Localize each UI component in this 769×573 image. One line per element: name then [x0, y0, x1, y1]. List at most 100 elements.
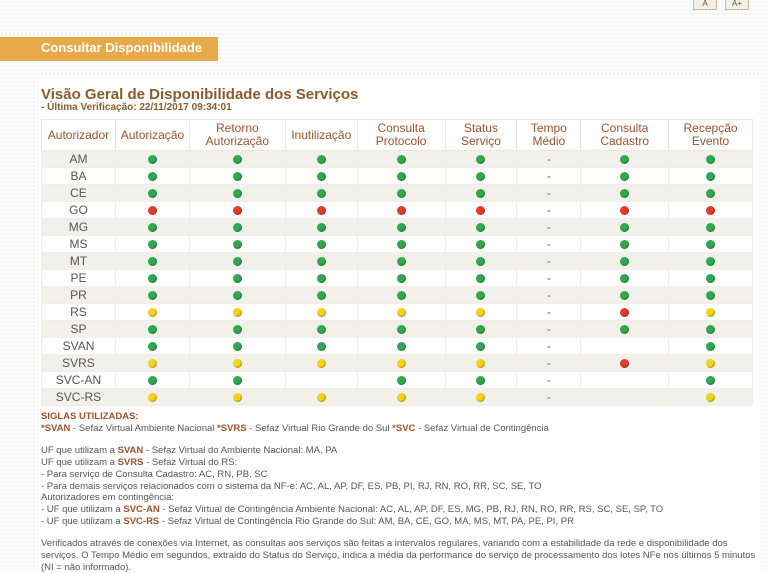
status-cell: [188, 371, 286, 389]
green-status-icon: [147, 342, 157, 352]
autorizador-cell: SP: [41, 320, 116, 338]
status-cell: -: [516, 235, 582, 253]
status-cell: [444, 337, 518, 355]
green-status-icon: [147, 274, 157, 284]
status-cell: -: [516, 371, 582, 389]
svrs-code: SVRS: [117, 457, 144, 469]
tempo-medio-value: -: [546, 271, 551, 285]
tempo-medio-value: -: [546, 305, 551, 319]
svrs-line: UF que utilizam a SVRS - Sefaz Virtual d…: [41, 457, 761, 469]
status-cell: [188, 235, 286, 253]
sigla-code: *SVRS: [217, 422, 247, 434]
svcrs-code: SVC-RS: [123, 515, 160, 527]
col-header: Tempo Médio: [516, 119, 582, 151]
green-status-icon: [476, 223, 486, 233]
green-status-icon: [232, 189, 242, 199]
status-cell: [668, 218, 753, 236]
status-cell: [444, 184, 518, 202]
section-title-bar: Consultar Disponibilidade: [0, 37, 218, 59]
section-underline: [0, 59, 218, 61]
status-cell: [356, 235, 446, 253]
yellow-status-icon: [476, 359, 486, 369]
font-increase-button[interactable]: A+: [725, 0, 749, 10]
svcan-prefix: - UF que utilizam a: [41, 503, 124, 515]
green-status-icon: [476, 342, 486, 352]
red-status-icon: [232, 206, 242, 216]
svcrs-line: - UF que utilizam a SVC-RS - Sefaz Virtu…: [41, 516, 761, 528]
yellow-status-icon: [316, 308, 326, 318]
status-cell: [284, 150, 358, 168]
green-status-icon: [620, 189, 630, 199]
status-cell: [444, 388, 518, 406]
yellow-status-icon: [316, 359, 326, 369]
autorizador-cell: MS: [41, 235, 116, 253]
status-cell: [444, 320, 518, 338]
tempo-medio-value: -: [546, 152, 551, 166]
green-status-icon: [476, 376, 486, 386]
status-cell: -: [516, 303, 582, 321]
green-status-icon: [147, 325, 157, 335]
font-decrease-button[interactable]: A: [693, 0, 717, 10]
status-cell: [114, 218, 190, 236]
autorizador-cell: PR: [41, 286, 116, 304]
status-cell: [284, 303, 358, 321]
status-cell: [114, 252, 190, 270]
col-header: Recepção Evento: [668, 119, 753, 151]
table-row: CE -: [41, 184, 753, 202]
yellow-status-icon: [316, 393, 326, 403]
status-cell: [356, 184, 446, 202]
green-status-icon: [232, 274, 242, 284]
status-cell: [284, 167, 358, 185]
status-cell: [580, 269, 670, 287]
yellow-status-icon: [147, 359, 157, 369]
tempo-medio-value: -: [546, 288, 551, 302]
green-status-icon: [476, 172, 486, 182]
status-cell: [284, 235, 358, 253]
tempo-medio-value: -: [546, 373, 551, 387]
status-cell: [356, 218, 446, 236]
table-row: BA -: [41, 167, 753, 185]
green-status-icon: [476, 155, 486, 165]
green-status-icon: [476, 274, 486, 284]
status-cell: -: [516, 337, 582, 355]
status-cell: [444, 286, 518, 304]
green-status-icon: [706, 257, 716, 267]
yellow-status-icon: [396, 393, 406, 403]
green-status-icon: [316, 257, 326, 267]
status-cell: [188, 184, 286, 202]
green-status-icon: [232, 325, 242, 335]
col-header: Consulta Cadastro: [580, 119, 670, 151]
svan-line: UF que utilizam a SVAN - Sefaz Virtual d…: [41, 445, 761, 457]
status-cell: [580, 286, 670, 304]
status-cell: [668, 269, 753, 287]
green-status-icon: [476, 240, 486, 250]
status-cell: [580, 252, 670, 270]
status-cell: [356, 371, 446, 389]
yellow-status-icon: [396, 308, 406, 318]
svan-text: - Sefaz Virtual do Ambiente Nacional: MA…: [143, 445, 338, 457]
green-status-icon: [706, 189, 716, 199]
status-cell: [444, 354, 518, 372]
status-cell: [580, 320, 670, 338]
green-status-icon: [396, 291, 406, 301]
col-header: Autorizador: [41, 119, 116, 151]
green-status-icon: [620, 257, 630, 267]
green-status-icon: [232, 376, 242, 386]
yellow-status-icon: [476, 308, 486, 318]
status-cell: [356, 337, 446, 355]
svrs-detail-2: - Para demais serviços relacionados com …: [41, 480, 542, 492]
table-row: RS -: [41, 303, 753, 321]
status-cell: [114, 235, 190, 253]
status-cell: [284, 218, 358, 236]
status-cell: [114, 371, 190, 389]
status-cell: [668, 286, 753, 304]
status-cell: [114, 201, 190, 219]
green-status-icon: [147, 291, 157, 301]
svrs-text: - Sefaz Virtual do RS:: [143, 457, 238, 469]
status-cell: -: [516, 286, 582, 304]
status-cell: [114, 388, 190, 406]
green-status-icon: [147, 223, 157, 233]
green-status-icon: [476, 291, 486, 301]
status-cell: [188, 320, 286, 338]
